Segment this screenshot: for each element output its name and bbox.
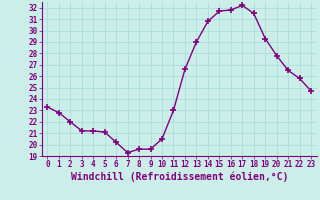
X-axis label: Windchill (Refroidissement éolien,°C): Windchill (Refroidissement éolien,°C) [70,172,288,182]
